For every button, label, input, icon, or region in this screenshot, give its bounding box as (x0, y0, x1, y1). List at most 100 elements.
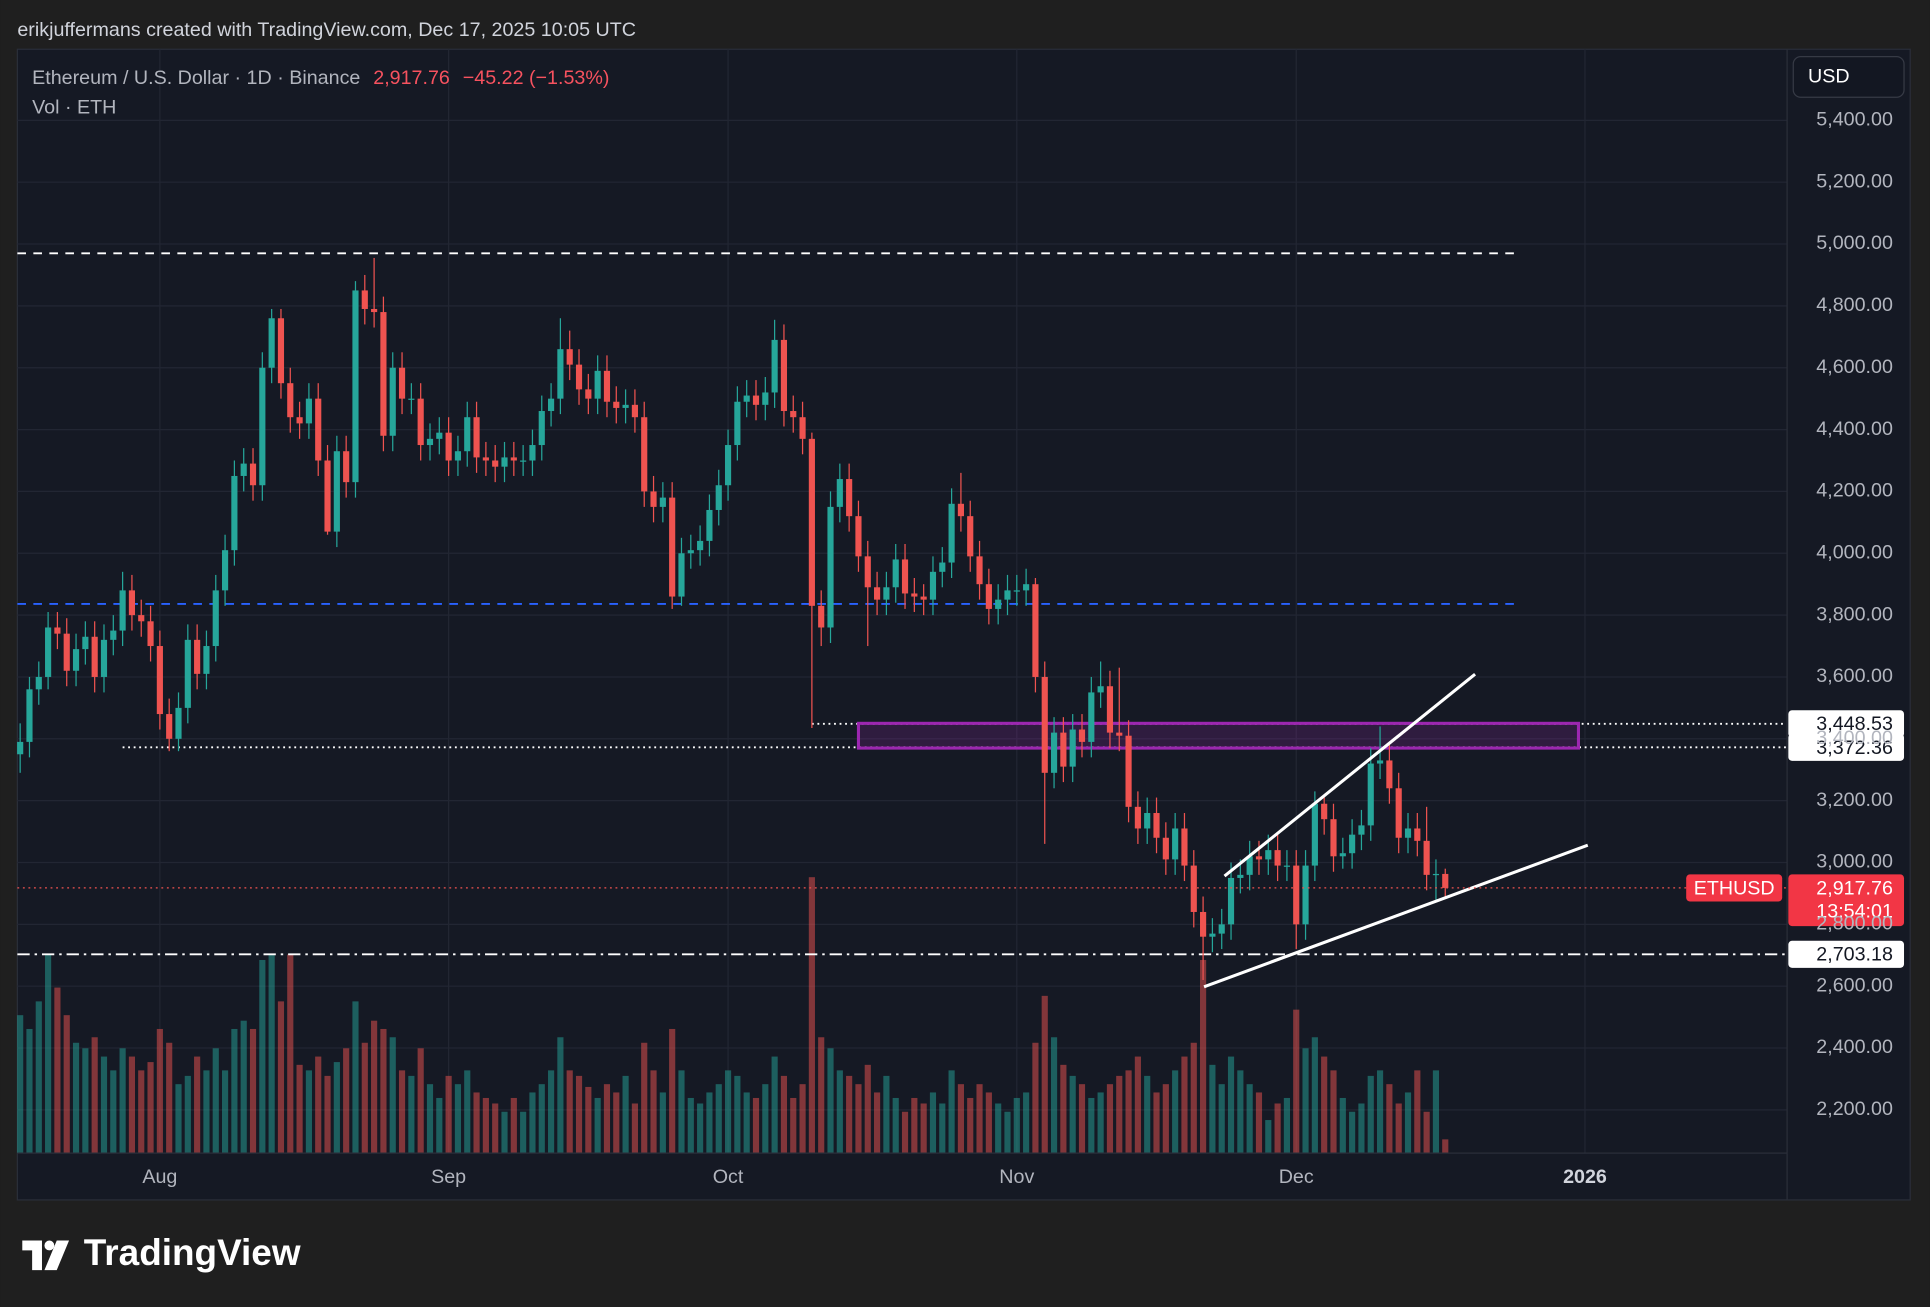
volume-bar (1125, 1070, 1132, 1154)
brand: TradingView (84, 1232, 301, 1273)
currency-button[interactable] (1792, 55, 1905, 98)
volume-bar (1050, 1037, 1058, 1154)
candle-body (1125, 735, 1132, 807)
volume-bar (622, 1075, 629, 1154)
candle-body (473, 417, 480, 458)
candle-body (529, 445, 536, 461)
candle-body (315, 398, 322, 461)
candle-body (1339, 853, 1346, 857)
volume-bar (1116, 1075, 1123, 1154)
candle-body (715, 485, 722, 510)
candle-body (1265, 850, 1272, 860)
candle-body (1162, 837, 1169, 860)
candle-body (985, 584, 992, 609)
level-tag (1788, 710, 1905, 738)
trendline (1223, 672, 1477, 878)
x-tick-label: Sep (431, 1166, 466, 1188)
volume-bar (82, 1048, 89, 1154)
volume-bar (613, 1092, 620, 1154)
volume-bar (128, 1056, 136, 1154)
candle-body (361, 290, 368, 309)
candle-body (939, 562, 946, 572)
candle-body (1153, 813, 1160, 838)
volume-bar (1321, 1056, 1328, 1154)
candle-body (929, 571, 937, 600)
candle-body (35, 676, 42, 690)
candle-body (352, 290, 359, 483)
candle-body (892, 559, 899, 588)
volume-bar (520, 1111, 527, 1154)
volume-bar (790, 1097, 797, 1154)
candle-body (734, 401, 741, 446)
volume-bar (259, 959, 266, 1154)
candle-body (687, 550, 694, 554)
candle-body (147, 621, 154, 647)
y-tick-label: 3,800.00 (1816, 603, 1893, 625)
candle-body (1116, 732, 1123, 736)
chart-pane (16, 48, 1911, 1201)
volume-bar (166, 1042, 173, 1154)
candle-body (1069, 729, 1076, 767)
candle-body (846, 479, 853, 517)
volume-bar (119, 1048, 126, 1154)
candle-body (1255, 856, 1263, 860)
volume-bar (1106, 1084, 1114, 1154)
candle-body (1078, 729, 1086, 742)
volume-bar (361, 1042, 368, 1154)
candle-body (1004, 590, 1011, 600)
candle-body (287, 383, 294, 418)
change: −45.22 (−1.53%) (463, 67, 610, 89)
volume-bar (147, 1062, 154, 1154)
candle-body (1190, 865, 1197, 912)
volume-bar (1442, 1139, 1449, 1154)
volume-bar (473, 1092, 480, 1154)
volume-bar (408, 1075, 415, 1154)
candle-body (1209, 933, 1216, 937)
volume-bar (901, 1111, 909, 1154)
volume-bar (1088, 1097, 1095, 1154)
candle-body (520, 460, 527, 462)
candle-body (1311, 803, 1318, 866)
candle-body (1106, 686, 1114, 733)
volume-bar (1023, 1092, 1030, 1154)
logo: TradingView (22, 1232, 301, 1273)
candle-body (417, 398, 424, 446)
volume-bar (538, 1084, 545, 1154)
candle-body (622, 404, 629, 408)
volume-bar (1004, 1111, 1011, 1154)
candle-body (54, 627, 61, 634)
candle-body (100, 639, 108, 677)
y-tick-label: 4,800.00 (1816, 294, 1893, 316)
candle-body (827, 506, 834, 628)
candle-body (659, 497, 666, 507)
volume-bar (1255, 1092, 1263, 1154)
volume-bar (26, 1028, 33, 1154)
candle-body (650, 491, 657, 507)
volume-bar (678, 1070, 685, 1154)
symbol-tag-label: ETHUSD (1694, 877, 1775, 899)
candle-body (464, 417, 471, 452)
volume-bar (939, 1103, 946, 1154)
volume-bar (454, 1084, 462, 1154)
volume-bar (231, 1028, 238, 1154)
legend: Ethereum / U.S. Dollar · 1D · Binance 2,… (32, 67, 609, 89)
volume-bar (985, 1092, 992, 1154)
candle-body (380, 312, 387, 436)
candle-body (1134, 806, 1141, 829)
candle-body (585, 389, 592, 399)
y-tick-label: 4,200.00 (1816, 480, 1893, 502)
y-tick-label: 4,000.00 (1816, 541, 1893, 563)
volume-bar (1246, 1084, 1253, 1154)
y-tick-label: 2,400.00 (1816, 1036, 1893, 1058)
candle-body (492, 460, 499, 467)
volume-bar (1190, 1042, 1197, 1154)
candle-body (324, 460, 331, 532)
volume-bar (324, 1075, 331, 1154)
volume-bar (706, 1092, 713, 1154)
candle-body (874, 587, 881, 600)
candle-body (184, 639, 191, 708)
volume-bar (1227, 1056, 1235, 1154)
currency-label[interactable]: USD (1808, 66, 1850, 88)
volume-bar (976, 1084, 983, 1154)
